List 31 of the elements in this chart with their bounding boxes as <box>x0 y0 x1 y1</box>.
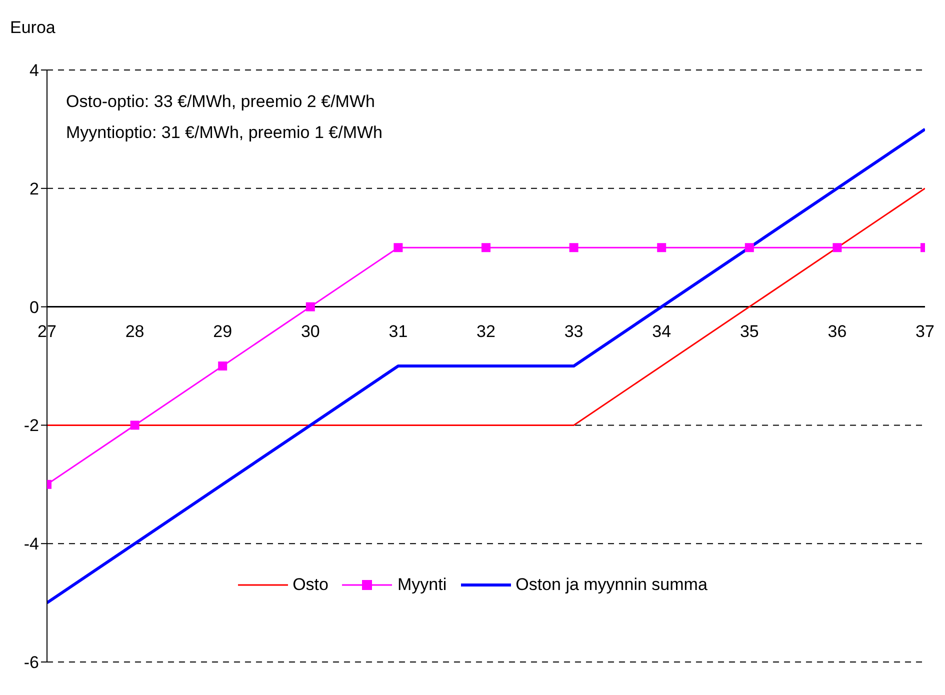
point <box>218 362 228 370</box>
x-tick-label: 36 <box>828 322 847 341</box>
y-axis-title: Euroa <box>10 18 56 38</box>
legend-label: Osto <box>292 575 328 595</box>
annotation: Osto-optio: 33 €/MWh, preemio 2 €/MWh <box>66 92 375 112</box>
point <box>394 243 403 252</box>
x-tick-label: 33 <box>564 322 584 341</box>
y-tick-label: 2 <box>30 179 39 198</box>
legend-label: Oston ja myynnin summa <box>516 575 708 595</box>
y-tick-label: 4 <box>30 61 39 80</box>
point <box>306 302 315 312</box>
y-tick-label: -6 <box>24 653 39 672</box>
point <box>130 420 140 430</box>
legend-label: Myynti <box>397 575 447 595</box>
x-tick-label: 37 <box>916 322 934 341</box>
point <box>569 243 578 252</box>
point <box>482 243 490 252</box>
x-tick-label: 31 <box>388 322 408 341</box>
y-tick-label: -4 <box>24 534 39 554</box>
x-tick-label: 28 <box>125 322 144 341</box>
point <box>657 243 666 252</box>
y-tick-label: 0 <box>30 298 39 317</box>
x-tick-label: 35 <box>740 322 759 341</box>
point <box>832 243 842 252</box>
annotation: Myyntioptio: 31 €/MWh, preemio 1 €/MWh <box>66 123 383 143</box>
x-tick-label: 32 <box>476 322 496 341</box>
y-tick-label: -2 <box>24 416 39 436</box>
x-tick-label: 30 <box>300 322 320 341</box>
x-tick-label: 29 <box>213 322 232 341</box>
point <box>744 243 754 252</box>
x-tick-label: 34 <box>652 322 672 341</box>
